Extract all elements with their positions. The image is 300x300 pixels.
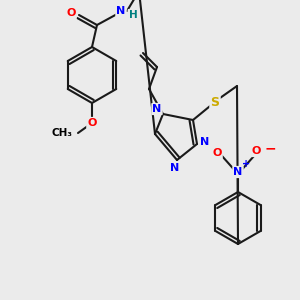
Text: S: S [211, 95, 220, 109]
Text: CH₃: CH₃ [51, 128, 72, 138]
Text: N: N [152, 104, 162, 114]
Text: N: N [233, 167, 243, 177]
Text: +: + [242, 159, 250, 169]
Text: −: − [264, 141, 276, 155]
Text: O: O [66, 8, 76, 18]
Text: H: H [129, 10, 137, 20]
Text: N: N [116, 6, 126, 16]
Text: O: O [212, 148, 222, 158]
Text: N: N [170, 163, 180, 173]
Text: O: O [87, 118, 97, 128]
Text: N: N [200, 137, 210, 147]
Text: O: O [251, 146, 261, 156]
